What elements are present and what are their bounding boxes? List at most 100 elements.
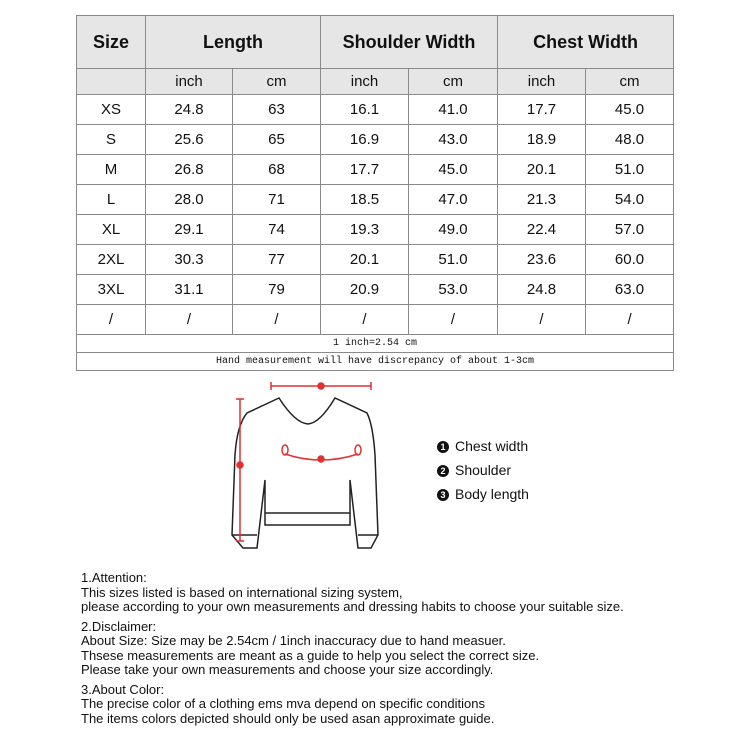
size-cell: 2XL <box>76 244 146 275</box>
number-1-icon: 1 <box>437 441 449 453</box>
header-chest: Chest Width <box>497 15 675 69</box>
sweater-diagram <box>231 382 379 549</box>
header-length: Length <box>145 15 321 69</box>
value-cell: 31.1 <box>145 274 233 305</box>
unit: inch <box>145 68 233 95</box>
table-row: 3XL 31.1 79 20.9 53.0 24.8 63.0 <box>76 274 675 305</box>
header-shoulder: Shoulder Width <box>319 15 499 69</box>
value-cell: 45.0 <box>585 94 675 125</box>
value-cell: 20.1 <box>497 154 587 185</box>
note-line: The precise color of a clothing ems mva … <box>81 696 485 711</box>
value-cell: / <box>585 304 675 335</box>
unit: cm <box>585 68 675 95</box>
note-title: 1.Attention: <box>81 570 147 585</box>
value-cell: 30.3 <box>145 244 233 275</box>
value-cell: 21.3 <box>497 184 587 215</box>
size-chart-table: Size Length Shoulder Width Chest Width i… <box>75 15 675 371</box>
value-cell: 17.7 <box>320 154 409 185</box>
value-cell: 17.7 <box>497 94 587 125</box>
value-cell: 71 <box>232 184 321 215</box>
value-cell: 68 <box>232 154 321 185</box>
value-cell: 24.8 <box>497 274 587 305</box>
value-cell: 16.9 <box>320 124 409 155</box>
value-cell: 51.0 <box>585 154 675 185</box>
note-line: About Size: Size may be 2.54cm / 1inch i… <box>81 633 506 648</box>
header-row: Size Length Shoulder Width Chest Width <box>76 15 675 69</box>
value-cell: 26.8 <box>145 154 233 185</box>
value-cell: 65 <box>232 124 321 155</box>
note-block: 2.Disclaimer: About Size: Size may be 2.5… <box>81 618 624 678</box>
table-row: M 26.8 68 17.7 45.0 20.1 51.0 <box>76 154 675 185</box>
value-cell: 23.6 <box>497 244 587 275</box>
size-cell: XS <box>76 94 146 125</box>
value-cell: 60.0 <box>585 244 675 275</box>
value-cell: 53.0 <box>407 274 499 305</box>
value-cell: 18.9 <box>497 124 587 155</box>
legend-item: 2 Shoulder <box>437 458 529 482</box>
discrepancy-note: Hand measurement will have discrepancy o… <box>75 352 675 371</box>
notes-section: 1.Attention: This sizes listed is based o… <box>81 570 624 731</box>
unit-row: inch cm inch cm inch cm <box>76 68 675 95</box>
legend-item: 3 Body length <box>437 482 529 506</box>
value-cell: 57.0 <box>585 214 675 245</box>
note-line: Thsese measurements are meant as a guide… <box>81 647 540 663</box>
unit: cm <box>232 68 321 95</box>
value-cell: 49.0 <box>407 214 499 245</box>
value-cell: 79 <box>232 274 321 305</box>
note-block: 3.About Color: The precise color of a clo… <box>81 681 624 727</box>
unit: inch <box>497 68 587 95</box>
value-cell: 20.9 <box>320 274 409 305</box>
note-title: 3.About Color: <box>81 681 165 697</box>
table-row: / / / / / / / <box>76 304 675 335</box>
note-title: 2.Disclaimer: <box>81 618 157 634</box>
note-block: 1.Attention: This sizes listed is based o… <box>81 570 624 615</box>
value-cell: 74 <box>232 214 321 245</box>
header-size: Size <box>76 15 146 69</box>
value-cell: 63.0 <box>585 274 675 305</box>
legend-label: Body length <box>455 486 529 502</box>
value-cell: 54.0 <box>585 184 675 215</box>
size-cell: / <box>76 304 146 335</box>
note-line: Please take your own measurements and ch… <box>81 662 494 677</box>
note-line: please according to your own measurement… <box>81 599 624 614</box>
unit: cm <box>407 68 499 95</box>
legend-label: Chest width <box>455 438 529 454</box>
value-cell: / <box>232 304 321 335</box>
table-row: S 25.6 65 16.9 43.0 18.9 48.0 <box>76 124 675 155</box>
value-cell: 41.0 <box>407 94 499 125</box>
size-cell: L <box>76 184 146 215</box>
table-row: L 28.0 71 18.5 47.0 21.3 54.0 <box>76 184 675 215</box>
value-cell: 29.1 <box>145 214 233 245</box>
size-cell: M <box>76 154 146 185</box>
table-row: XS 24.8 63 16.1 41.0 17.7 45.0 <box>76 94 675 125</box>
value-cell: 16.1 <box>320 94 409 125</box>
value-cell: 18.5 <box>320 184 409 215</box>
value-cell: 45.0 <box>407 154 499 185</box>
value-cell: 63 <box>232 94 321 125</box>
unit-blank <box>76 68 146 95</box>
value-cell: 51.0 <box>407 244 499 275</box>
value-cell: / <box>497 304 587 335</box>
note-line: The items colors depicted should only be… <box>81 710 495 726</box>
value-cell: / <box>407 304 499 335</box>
value-cell: 47.0 <box>407 184 499 215</box>
table-row: XL 29.1 74 19.3 49.0 22.4 57.0 <box>76 214 675 245</box>
value-cell: / <box>145 304 233 335</box>
value-cell: 19.3 <box>320 214 409 245</box>
note-line: This sizes listed is based on internatio… <box>81 584 403 600</box>
legend-label: Shoulder <box>455 462 512 478</box>
value-cell: 20.1 <box>320 244 409 275</box>
unit: inch <box>320 68 409 95</box>
legend-item: 1 Chest width <box>437 434 529 458</box>
size-cell: XL <box>76 214 146 245</box>
number-2-icon: 2 <box>437 465 449 477</box>
value-cell: 28.0 <box>145 184 233 215</box>
conversion-note: 1 inch=2.54 cm <box>75 334 675 353</box>
measure-lines <box>236 382 372 542</box>
number-3-icon: 3 <box>437 489 449 501</box>
table-row: 2XL 30.3 77 20.1 51.0 23.6 60.0 <box>76 244 675 275</box>
size-cell: 3XL <box>76 274 146 305</box>
value-cell: / <box>320 304 409 335</box>
sweater-outline-icon <box>231 397 379 549</box>
measurement-legend: 1 Chest width 2 Shoulder 3 Body length <box>437 434 529 506</box>
